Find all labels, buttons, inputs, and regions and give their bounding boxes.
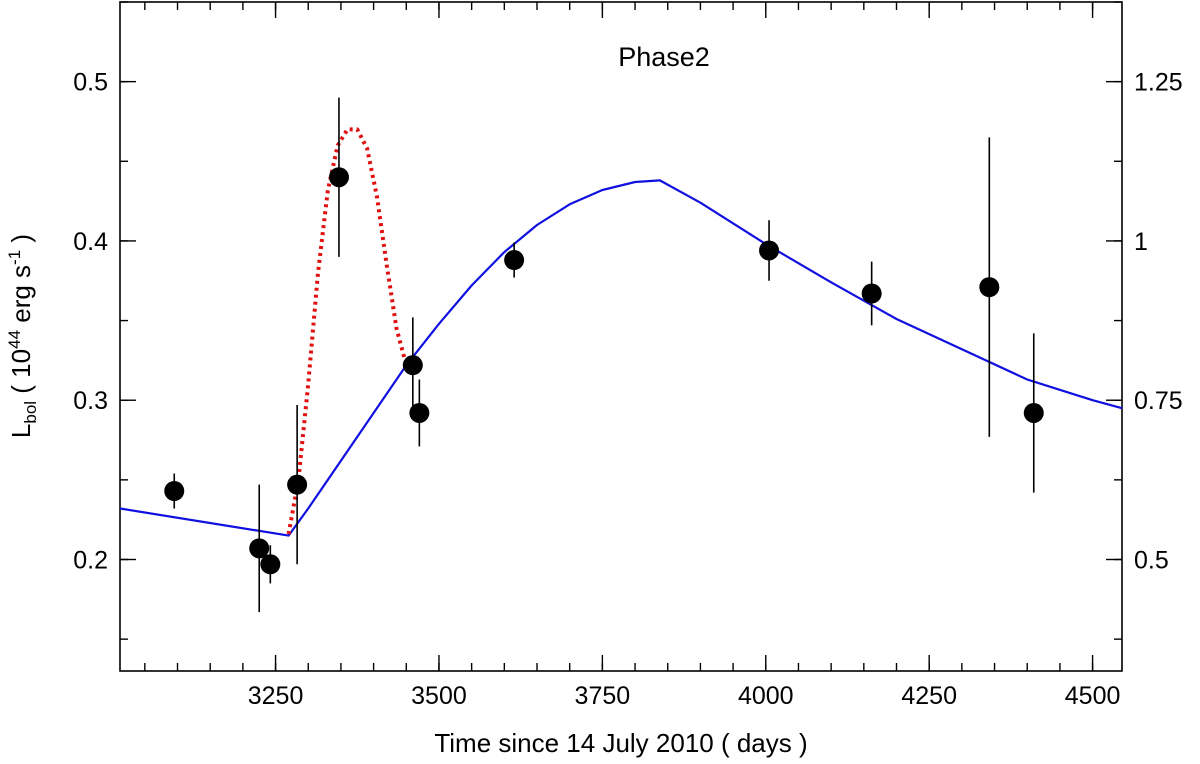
x-tick-label: 3500 [411, 682, 467, 710]
data-point [287, 404, 308, 565]
data-marker [287, 474, 308, 495]
y-axis-label-pre: ( 10 [6, 349, 36, 401]
y-axis-label-sub: bol [21, 401, 40, 424]
data-marker [759, 240, 780, 261]
data-marker [249, 538, 270, 559]
x-tick-label: 4000 [738, 682, 794, 710]
model-curve [119, 179, 1123, 537]
y-axis-label-base: L [6, 424, 36, 438]
y2-tick-label: 1 [1134, 228, 1148, 256]
y-tick-label: 0.4 [73, 228, 108, 256]
axis-ticks [120, 1, 1122, 671]
y2-tick-label: 0.5 [1134, 547, 1169, 575]
data-points [164, 97, 1044, 613]
y-axis-label-sup: 44 [5, 330, 24, 349]
data-marker [328, 167, 349, 188]
y-tick-label: 0.3 [73, 387, 108, 415]
y-axis-label-post: ) [6, 234, 36, 250]
y-axis-label-mid: erg s [6, 265, 36, 330]
data-marker [260, 554, 281, 575]
y-axis-label-sup2: -1 [5, 250, 24, 265]
chart-annotation: Phase2 [618, 42, 710, 72]
data-marker [979, 277, 1000, 298]
x-tick-label: 3250 [248, 682, 304, 710]
data-point [759, 220, 780, 281]
y-axis-label: Lbol ( 1044 erg s-1 ) [5, 234, 40, 438]
y2-tick-label: 1.25 [1134, 69, 1183, 97]
data-point [504, 242, 525, 278]
plot-frame [119, 1, 1123, 672]
y-tick-label: 0.2 [73, 547, 108, 575]
data-point [1023, 333, 1044, 493]
data-marker [504, 250, 525, 271]
data-point [164, 473, 185, 509]
data-point [260, 545, 281, 584]
series-layer [119, 127, 1123, 537]
x-tick-label: 3750 [575, 682, 631, 710]
data-point [402, 317, 423, 413]
data-marker [402, 355, 423, 376]
x-tick-label: 4500 [1065, 682, 1121, 710]
x-tick-label: 4250 [901, 682, 957, 710]
y2-tick-label: 0.75 [1134, 387, 1183, 415]
y-tick-label: 0.5 [73, 69, 108, 97]
data-point [979, 137, 1000, 437]
data-marker [861, 283, 882, 304]
data-marker [409, 402, 430, 423]
data-marker [164, 481, 185, 502]
data-point [328, 97, 349, 257]
data-point [409, 379, 430, 447]
flare-curve [286, 127, 414, 535]
data-point [249, 484, 270, 613]
x-axis-label: Time since 14 July 2010 ( days ) [434, 728, 807, 758]
data-marker [1023, 402, 1044, 423]
axis-tick-labels: 3250 3500 3750 4000 4250 4500 0.2 0.3 0.4 0.5 0.5 0… [73, 69, 1182, 710]
data-point [861, 261, 882, 326]
